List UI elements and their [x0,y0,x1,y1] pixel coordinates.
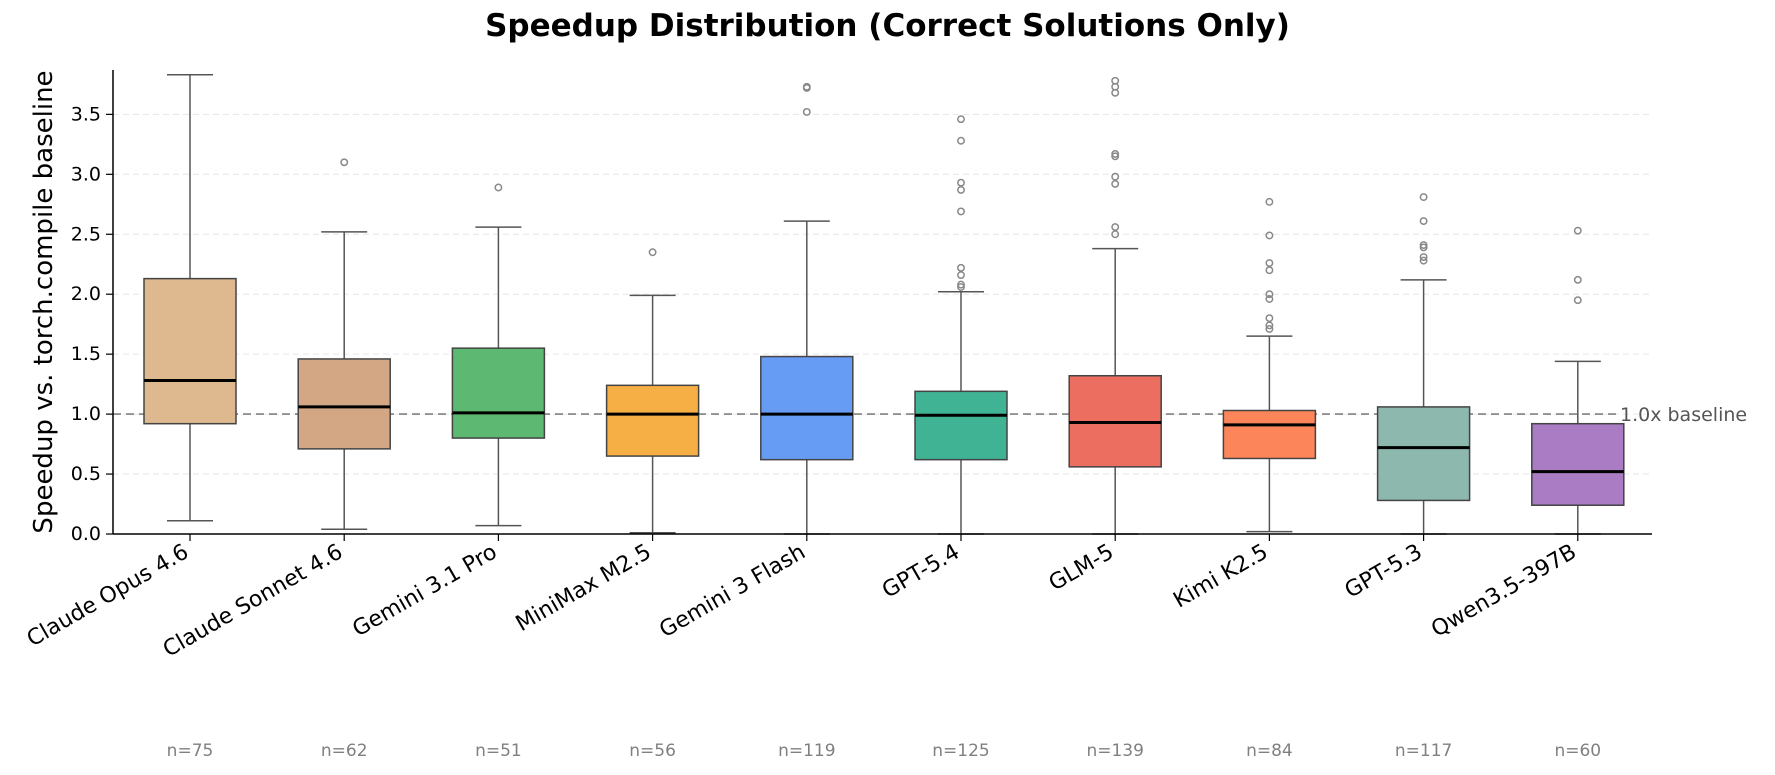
n-label: n=62 [321,741,368,761]
x-tick-label: Kimi K2.5 [1169,540,1272,614]
outlier-point [1111,223,1120,232]
y-tick-label: 2.0 [71,283,101,305]
outlier-point [1111,179,1120,188]
x-tick-label: GPT-5.3 [1341,540,1427,604]
n-label: n=60 [1554,741,1601,761]
outlier-point [957,271,965,279]
outlier-point [1265,266,1274,275]
box-8 [1222,197,1317,533]
n-label: n=119 [778,741,835,761]
box-7 [1068,76,1162,535]
outlier-point [1419,243,1428,252]
outlier-point [1265,321,1274,330]
n-label: n=139 [1086,741,1143,761]
outlier-point [802,82,811,91]
x-tick-label: Gemini 3.1 Pro [349,540,502,643]
outlier-point [1265,259,1274,267]
outlier-point [1419,193,1428,202]
box-6 [914,115,1008,535]
box-1 [143,74,237,522]
n-label: n=56 [629,741,676,761]
outlier-point [957,136,965,145]
n-label: n=117 [1395,741,1452,761]
outlier-point [1573,226,1582,235]
outlier-point [802,108,811,116]
outlier-point [957,115,965,124]
n-label: n=84 [1246,741,1293,761]
y-tick-label: 0.0 [71,523,101,545]
box-iqr [1376,406,1471,502]
box-10 [1531,226,1625,535]
outlier-point [957,178,965,187]
x-tick-label: GPT-5.4 [878,540,964,604]
box-iqr [914,390,1008,461]
box-iqr [760,355,854,461]
outlier-point [1419,253,1428,261]
outlier-point [1265,314,1274,323]
box-iqr [605,384,700,457]
x-tick-label: Gemini 3 Flash [655,540,809,644]
n-label: n=125 [932,741,989,761]
box-5 [760,82,854,535]
y-tick-label: 1.0 [71,403,101,425]
y-tick-label: 3.5 [71,103,101,125]
axes: 0.0 0.5 1.0 1.5 2.0 2.5 3.0 3.5 [71,70,1652,545]
box-iqr [143,277,237,425]
n-label: n=51 [475,741,522,761]
y-tick-label: 1.5 [71,343,101,365]
outlier-point [1419,256,1428,265]
box-3 [451,183,546,527]
x-tick-label: Qwen3.5-397B [1427,540,1580,643]
box-iqr [1222,409,1317,460]
box-iqr [451,347,546,439]
outlier-point [1111,230,1120,239]
outlier-point [1419,241,1428,249]
outlier-point [1265,295,1274,303]
outlier-point [1419,217,1428,226]
y-tick-label: 2.5 [71,223,101,245]
y-tick-label: 0.5 [71,463,101,485]
outlier-point [1111,149,1120,158]
box-iqr [297,358,391,450]
outlier-point [957,263,965,272]
x-tick-label: GLM-5 [1045,540,1118,597]
box-2 [297,158,391,530]
chart-title: Speedup Distribution (Correct Solutions … [485,8,1290,44]
baseline-label: 1.0x baseline [1620,404,1747,426]
outlier-point [1265,290,1274,299]
outlier-point [1111,76,1120,85]
boxes [143,74,1625,535]
box-9 [1376,193,1471,535]
outlier-point [340,158,349,167]
outlier-point [1265,231,1274,240]
outlier-point [957,185,965,194]
box-iqr [1531,422,1625,506]
y-tick-label: 3.0 [71,163,101,185]
outlier-point [957,283,965,291]
outlier-point [1265,325,1274,333]
outlier-point [494,183,503,192]
outlier-point [1111,172,1120,181]
outlier-point [1573,275,1582,284]
outlier-point [1265,197,1274,206]
outlier-point [957,280,965,289]
x-tick-label: MiniMax M2.5 [512,540,656,637]
outlier-point [957,207,965,216]
box-4 [605,248,700,534]
n-label: n=75 [167,741,214,761]
outlier-point [648,248,657,257]
outlier-point [1573,296,1582,305]
outlier-point [1111,152,1120,161]
y-axis-label: Speedup vs. torch.compile baseline [29,70,59,533]
